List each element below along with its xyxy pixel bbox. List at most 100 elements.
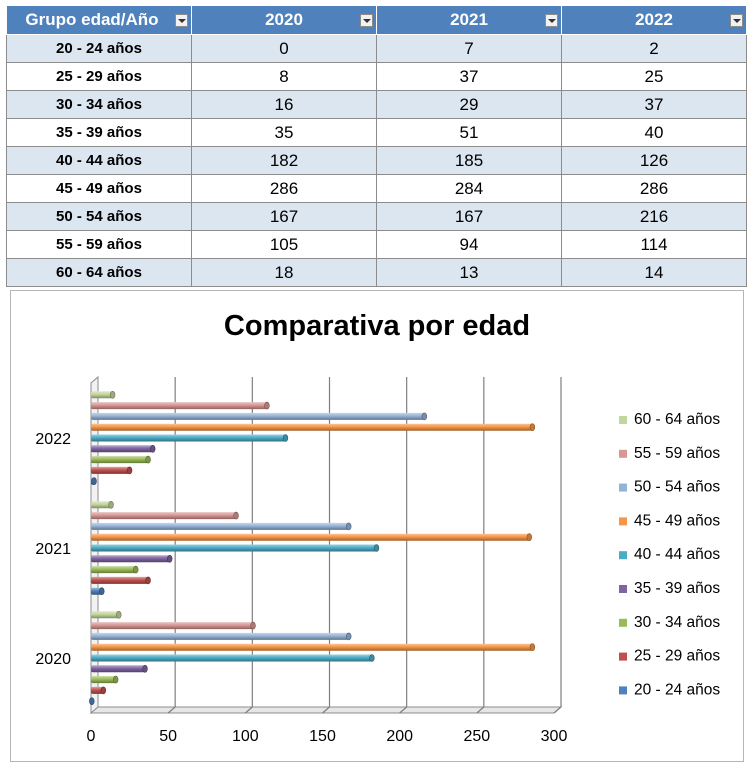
value-cell[interactable]: 16: [191, 90, 377, 119]
table-row: 55 - 59 años 105 94 114: [6, 230, 747, 259]
filter-dropdown-icon[interactable]: [360, 14, 373, 27]
x-tick-label: 50: [159, 728, 177, 745]
value-cell[interactable]: 7: [376, 34, 562, 63]
bar-chart: Comparativa por edad 0 50 100 150 200 250 300 20…: [35, 310, 720, 745]
legend-label: 20 - 24 años: [634, 681, 720, 698]
x-tick-label: 250: [463, 728, 490, 745]
bar-end-cap: [346, 522, 352, 531]
group-cell[interactable]: 25 - 29 años: [6, 62, 192, 91]
value-cell[interactable]: 14: [561, 258, 747, 287]
bar[interactable]: [91, 445, 153, 453]
gridline-depth: [476, 706, 485, 714]
value-cell[interactable]: 167: [376, 202, 562, 231]
gridline-depth: [322, 706, 330, 714]
value-cell[interactable]: 185: [376, 146, 562, 175]
group-cell[interactable]: 60 - 64 años: [6, 258, 192, 287]
bar-end-cap: [526, 533, 533, 541]
value-cell[interactable]: 216: [561, 202, 747, 231]
value-cell[interactable]: 286: [191, 174, 377, 203]
group-cell[interactable]: 55 - 59 años: [6, 230, 192, 259]
value-cell[interactable]: 8: [191, 62, 377, 91]
value-cell[interactable]: 286: [561, 174, 747, 203]
bar[interactable]: [91, 676, 116, 684]
bar[interactable]: [91, 402, 267, 410]
bar-end-cap: [89, 697, 95, 706]
bar[interactable]: [91, 434, 286, 442]
value-cell[interactable]: 37: [376, 62, 562, 91]
value-cell[interactable]: 37: [561, 90, 747, 119]
bar[interactable]: [91, 665, 146, 673]
bar-end-cap: [116, 610, 122, 619]
group-cell[interactable]: 50 - 54 años: [6, 202, 192, 231]
value-cell[interactable]: 126: [561, 146, 747, 175]
value-cell[interactable]: 114: [561, 230, 747, 259]
bar[interactable]: [91, 654, 372, 662]
gridline-depth: [167, 706, 176, 714]
header-label: Grupo edad/Año: [25, 10, 159, 29]
bar[interactable]: [91, 643, 533, 651]
bar-end-cap: [100, 686, 107, 695]
bar[interactable]: [91, 622, 254, 630]
header-cell-group: Grupo edad/Año: [6, 5, 192, 35]
bar-end-cap: [373, 544, 380, 552]
filter-dropdown-icon[interactable]: [545, 14, 558, 27]
bar-end-cap: [250, 621, 256, 630]
value-cell[interactable]: 94: [376, 230, 562, 259]
legend-label: 35 - 39 años: [634, 580, 720, 597]
bar[interactable]: [91, 632, 349, 640]
value-cell[interactable]: 40: [561, 118, 747, 147]
bar[interactable]: [91, 533, 530, 541]
value-cell[interactable]: 29: [376, 90, 562, 119]
value-cell[interactable]: 13: [376, 258, 562, 287]
bar[interactable]: [91, 686, 104, 694]
legend-label: 55 - 59 años: [634, 445, 720, 462]
legend-label: 25 - 29 años: [634, 648, 720, 665]
value-cell[interactable]: 105: [191, 230, 377, 259]
bar-end-cap: [142, 664, 148, 673]
bar[interactable]: [91, 412, 425, 420]
bar[interactable]: [91, 566, 136, 574]
group-cell[interactable]: 20 - 24 años: [6, 34, 192, 63]
group-cell[interactable]: 30 - 34 años: [6, 90, 192, 119]
group-cell[interactable]: 40 - 44 años: [6, 146, 192, 175]
legend-label: 45 - 49 años: [634, 512, 720, 529]
legend-swatch: [619, 517, 627, 526]
legend-swatch: [619, 652, 627, 661]
legend-label: 40 - 44 años: [634, 546, 720, 563]
bar[interactable]: [91, 544, 377, 552]
x-tick-label: 200: [386, 728, 413, 745]
value-cell[interactable]: 18: [191, 258, 377, 287]
table-row: 40 - 44 años 182 185 126: [6, 146, 747, 175]
value-cell[interactable]: 182: [191, 146, 377, 175]
header-label: 2020: [265, 10, 303, 29]
group-cell[interactable]: 35 - 39 años: [6, 118, 192, 147]
bar-end-cap: [529, 423, 536, 431]
bar-end-cap: [150, 445, 156, 453]
y-category-label: 2022: [35, 431, 71, 448]
filter-dropdown-icon[interactable]: [175, 14, 188, 27]
bar[interactable]: [91, 456, 149, 464]
bar[interactable]: [91, 555, 170, 563]
filter-dropdown-icon[interactable]: [730, 14, 743, 27]
bar[interactable]: [91, 391, 113, 399]
x-tick-label: 150: [309, 728, 336, 745]
x-tick-label: 100: [232, 728, 259, 745]
bar[interactable]: [91, 423, 533, 431]
bar-end-cap: [282, 434, 289, 442]
value-cell[interactable]: 0: [191, 34, 377, 63]
value-cell[interactable]: 284: [376, 174, 562, 203]
bar[interactable]: [91, 522, 349, 530]
value-cell[interactable]: 25: [561, 62, 747, 91]
value-cell[interactable]: 35: [191, 118, 377, 147]
bar[interactable]: [91, 512, 237, 520]
bar[interactable]: [91, 466, 130, 474]
group-cell[interactable]: 45 - 49 años: [6, 174, 192, 203]
bar[interactable]: [91, 501, 112, 509]
chart-area[interactable]: Comparativa por edad 0 50 100 150 200 250 300 20…: [10, 290, 744, 762]
bar[interactable]: [91, 611, 119, 619]
value-cell[interactable]: 2: [561, 34, 747, 63]
value-cell[interactable]: 167: [191, 202, 377, 231]
value-cell[interactable]: 51: [376, 118, 562, 147]
bar[interactable]: [91, 576, 149, 584]
bar[interactable]: [91, 587, 102, 595]
